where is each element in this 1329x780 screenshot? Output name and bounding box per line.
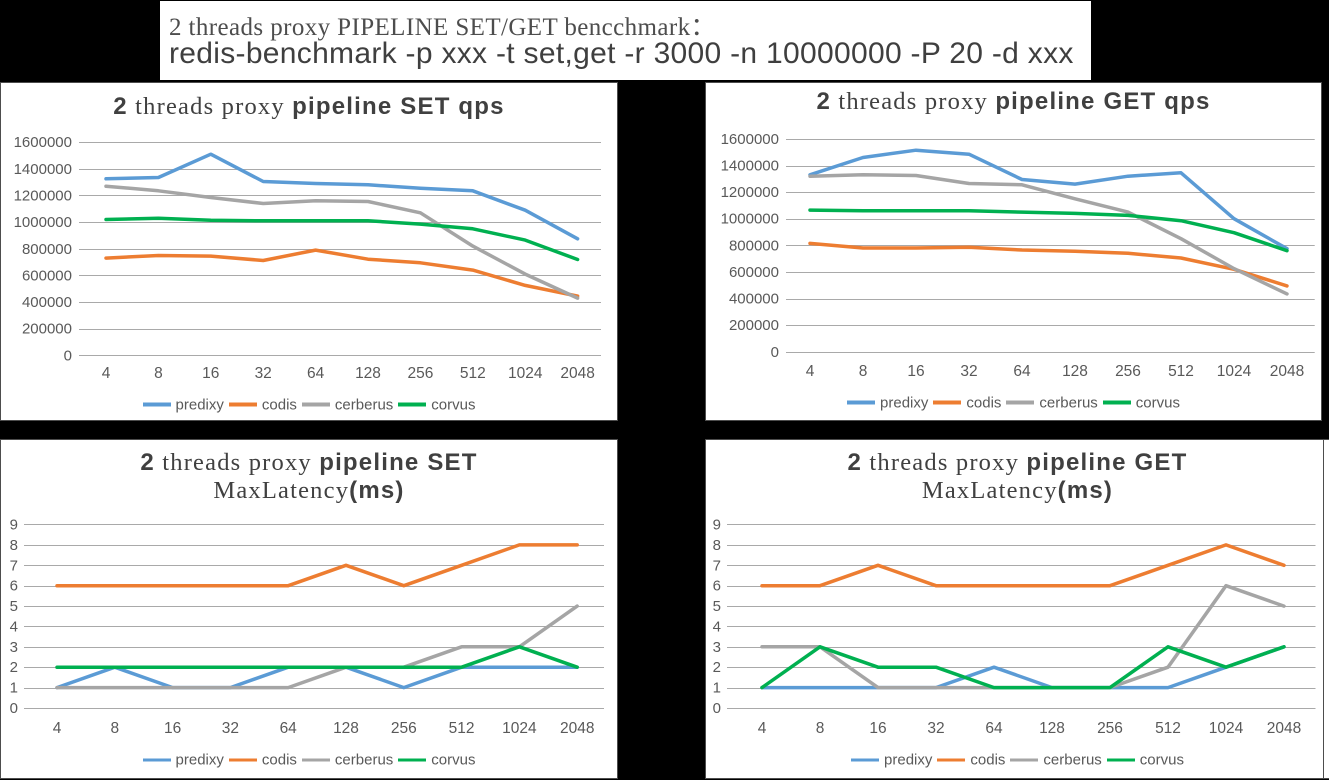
svg-text:128: 128 [1039,720,1065,737]
svg-text:32: 32 [222,720,239,737]
svg-text:800000: 800000 [729,237,779,254]
svg-text:64: 64 [307,365,325,382]
svg-text:1024: 1024 [502,720,537,737]
svg-text:32: 32 [255,365,272,382]
svg-text:16: 16 [202,365,219,382]
svg-text:2048: 2048 [1267,720,1301,737]
svg-text:600000: 600000 [22,267,72,284]
svg-text:800000: 800000 [22,241,72,258]
svg-text:1400000: 1400000 [14,161,72,178]
svg-text:8: 8 [110,720,119,737]
svg-text:8: 8 [10,537,18,554]
svg-text:600000: 600000 [729,264,779,281]
svg-text:64: 64 [985,720,1003,737]
svg-text:128: 128 [1062,363,1088,380]
svg-text:1600000: 1600000 [721,131,779,148]
svg-text:1200000: 1200000 [721,184,779,201]
svg-text:1600000: 1600000 [14,134,72,151]
svg-text:4: 4 [758,720,767,737]
svg-text:4: 4 [10,618,18,635]
svg-text:1024: 1024 [508,365,543,382]
svg-text:1000000: 1000000 [721,211,779,228]
svg-text:4: 4 [806,363,815,380]
svg-text:8: 8 [816,720,825,737]
svg-text:200000: 200000 [729,317,779,334]
svg-text:16: 16 [907,363,924,380]
svg-text:8: 8 [859,363,868,380]
svg-text:2: 2 [713,659,721,676]
svg-text:2048: 2048 [560,720,594,737]
svg-text:4: 4 [713,618,721,635]
svg-text:512: 512 [1155,720,1181,737]
svg-text:6: 6 [10,578,18,595]
svg-text:1024: 1024 [1209,720,1244,737]
svg-text:8: 8 [154,365,163,382]
svg-text:7: 7 [10,557,18,574]
svg-text:1000000: 1000000 [14,214,72,231]
svg-text:4: 4 [102,365,111,382]
svg-text:2: 2 [10,659,18,676]
svg-text:6: 6 [713,578,721,595]
svg-text:3: 3 [713,639,721,656]
svg-text:128: 128 [333,720,359,737]
svg-text:64: 64 [280,720,298,737]
svg-text:16: 16 [164,720,181,737]
svg-text:32: 32 [960,363,977,380]
svg-text:64: 64 [1013,363,1031,380]
svg-text:200000: 200000 [22,321,72,338]
svg-text:8: 8 [713,537,721,554]
svg-text:2048: 2048 [560,365,594,382]
svg-text:2048: 2048 [1270,363,1304,380]
svg-text:1: 1 [713,680,721,697]
svg-text:256: 256 [407,365,433,382]
svg-text:32: 32 [927,720,944,737]
svg-text:256: 256 [1097,720,1123,737]
svg-text:9: 9 [713,517,721,534]
svg-text:1024: 1024 [1217,363,1252,380]
svg-text:512: 512 [449,720,475,737]
svg-text:5: 5 [713,598,721,615]
svg-text:5: 5 [10,598,18,615]
svg-text:1400000: 1400000 [721,158,779,175]
svg-text:4: 4 [53,720,62,737]
svg-text:400000: 400000 [729,291,779,308]
svg-text:16: 16 [869,720,886,737]
svg-text:9: 9 [10,517,18,534]
svg-text:1200000: 1200000 [14,188,72,205]
svg-text:400000: 400000 [22,294,72,311]
svg-text:0: 0 [10,700,18,717]
svg-text:0: 0 [713,700,721,717]
svg-text:1: 1 [10,680,18,697]
svg-text:0: 0 [64,347,72,364]
svg-text:512: 512 [460,365,486,382]
svg-text:128: 128 [355,365,381,382]
svg-text:256: 256 [1115,363,1141,380]
svg-text:512: 512 [1168,363,1194,380]
svg-text:7: 7 [713,557,721,574]
svg-text:3: 3 [10,639,18,656]
svg-text:256: 256 [391,720,417,737]
svg-text:0: 0 [771,344,779,361]
